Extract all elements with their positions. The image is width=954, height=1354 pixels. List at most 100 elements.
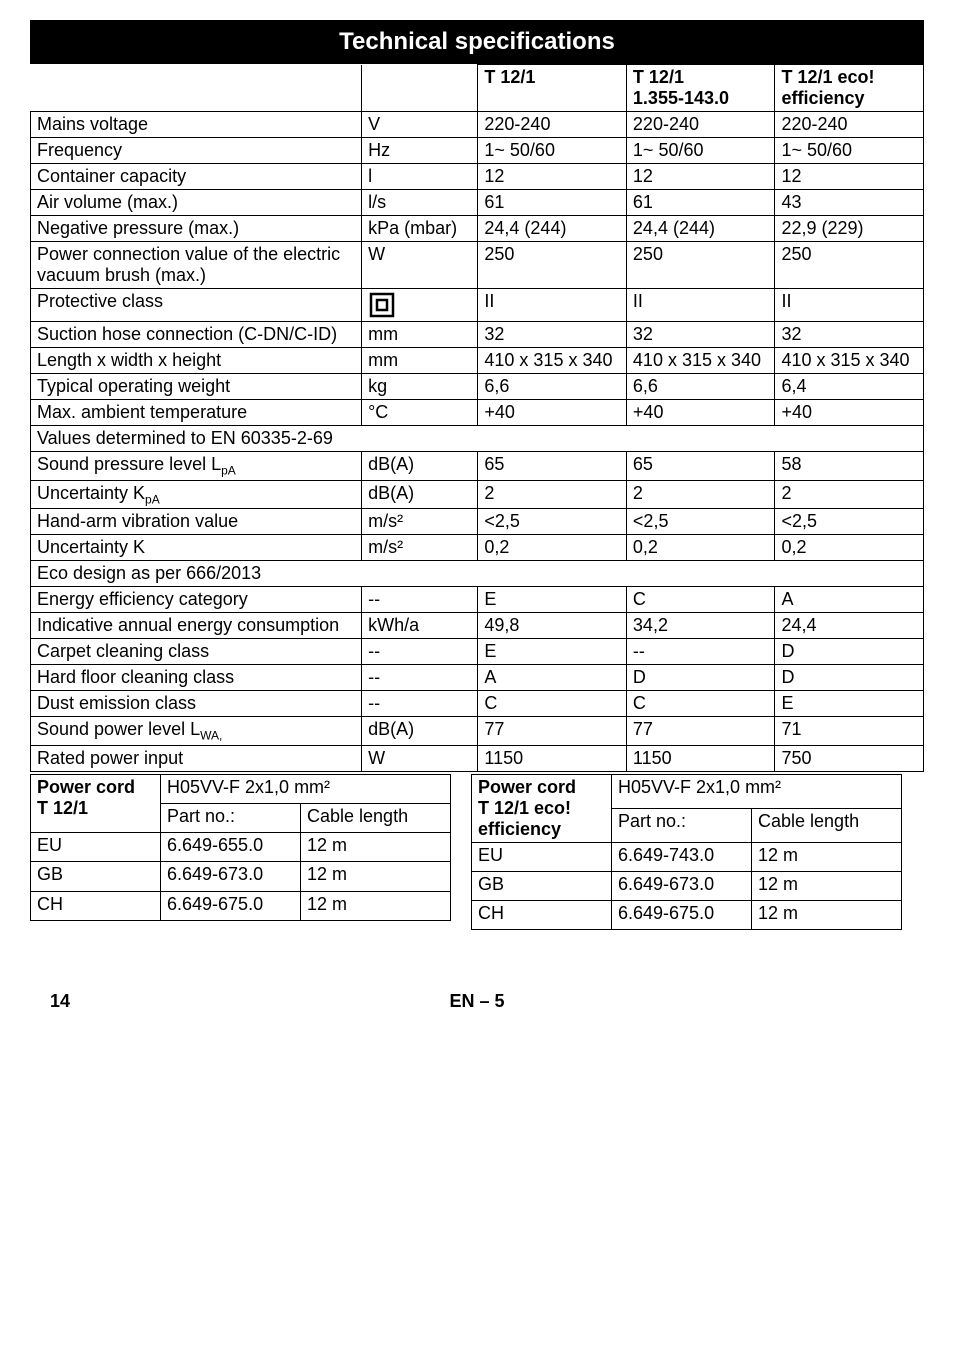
spec-value: 24,4 (244) [478, 216, 627, 242]
spec-value: A [775, 587, 924, 613]
spec-value: +40 [478, 400, 627, 426]
spec-value: D [626, 665, 775, 691]
spec-label: Sound power level LWA, [31, 717, 362, 746]
spec-label: Sound pressure level LpA [31, 452, 362, 481]
cord-cell: 6.649-743.0 [612, 842, 752, 871]
spec-value: E [478, 587, 627, 613]
col-t121: T 12/1 [478, 65, 627, 112]
spec-label: Hand-arm vibration value [31, 509, 362, 535]
spec-unit: -- [362, 691, 478, 717]
spec-value: 24,4 (244) [626, 216, 775, 242]
spec-label: Uncertainty KpA [31, 480, 362, 509]
spec-value: 65 [626, 452, 775, 481]
spec-value: +40 [775, 400, 924, 426]
spec-label: Rated power input [31, 745, 362, 771]
spec-unit: dB(A) [362, 452, 478, 481]
spec-value: C [626, 587, 775, 613]
spec-value: 77 [626, 717, 775, 746]
spec-unit: dB(A) [362, 480, 478, 509]
cord2-t2: T 12/1 eco! [478, 798, 571, 818]
spec-label: Power connection value of the electric v… [31, 242, 362, 289]
cord-cell: 12 m [752, 871, 902, 900]
cord1-h2: Cable length [301, 803, 451, 832]
spec-unit: Hz [362, 138, 478, 164]
cord-cell: 12 m [301, 862, 451, 891]
cord-cell: 6.649-675.0 [161, 891, 301, 920]
spec-value: 410 x 315 x 340 [478, 348, 627, 374]
spec-unit: mm [362, 322, 478, 348]
cord-cell: 6.649-673.0 [161, 862, 301, 891]
spec-unit: l [362, 164, 478, 190]
spec-value: 43 [775, 190, 924, 216]
spec-value: E [478, 639, 627, 665]
cord2-title: Power cord T 12/1 eco! efficiency [472, 774, 612, 842]
page-number: 14 [50, 991, 70, 1012]
power-cord-table-1: Power cord T 12/1 H05VV-F 2x1,0 mm² Part… [30, 774, 451, 921]
spec-value: 12 [478, 164, 627, 190]
protective-class-label: Protective class [31, 289, 362, 322]
col3-line2: efficiency [781, 88, 864, 108]
spec-value: 2 [775, 480, 924, 509]
cord2-t3: efficiency [478, 819, 561, 839]
spec-value: <2,5 [478, 509, 627, 535]
spec-value: 220-240 [478, 112, 627, 138]
cord-cell: 12 m [301, 891, 451, 920]
cord-cell: EU [31, 833, 161, 862]
cord-cell: CH [31, 891, 161, 920]
spec-unit: V [362, 112, 478, 138]
spec-value: C [478, 691, 627, 717]
spec-value: 6,4 [775, 374, 924, 400]
spec-value: 65 [478, 452, 627, 481]
spec-label: Mains voltage [31, 112, 362, 138]
spec-unit: -- [362, 665, 478, 691]
power-cord-table-2: Power cord T 12/1 eco! efficiency H05VV-… [471, 774, 902, 931]
spec-label: Uncertainty K [31, 535, 362, 561]
spec-value: 22,9 (229) [775, 216, 924, 242]
protective-class-icon [362, 289, 478, 322]
col-t121-eco: T 12/1 eco! efficiency [775, 65, 924, 112]
cord-cell: GB [31, 862, 161, 891]
spec-value: 77 [478, 717, 627, 746]
spec-unit: kg [362, 374, 478, 400]
spec-unit: kPa (mbar) [362, 216, 478, 242]
spec-value: <2,5 [775, 509, 924, 535]
spec-value: 1150 [626, 745, 775, 771]
col-t121-1355: T 12/1 1.355-143.0 [626, 65, 775, 112]
col2-line2: 1.355-143.0 [633, 88, 729, 108]
spec-value: D [775, 665, 924, 691]
spec-label: Typical operating weight [31, 374, 362, 400]
spec-value: 32 [478, 322, 627, 348]
spec-label: Max. ambient temperature [31, 400, 362, 426]
spec-value: 250 [626, 242, 775, 289]
cord1-t1: Power cord [37, 777, 135, 797]
col3-line1: T 12/1 eco! [781, 67, 874, 87]
cord-cell: EU [472, 842, 612, 871]
spec-unit: -- [362, 639, 478, 665]
spec-value: 61 [626, 190, 775, 216]
spec-value: 250 [478, 242, 627, 289]
spec-label: Dust emission class [31, 691, 362, 717]
spec-label: Carpet cleaning class [31, 639, 362, 665]
blank [31, 65, 362, 112]
section-en60335: Values determined to EN 60335-2-69 [31, 426, 924, 452]
spec-label: Container capacity [31, 164, 362, 190]
spec-value: 12 [775, 164, 924, 190]
cord-cell: 6.649-675.0 [612, 901, 752, 930]
cord-cell: 12 m [752, 842, 902, 871]
cord2-spec: H05VV-F 2x1,0 mm² [612, 774, 902, 808]
spec-value: -- [626, 639, 775, 665]
spec-value: 2 [478, 480, 627, 509]
spec-value: 24,4 [775, 613, 924, 639]
spec-unit: m/s² [362, 509, 478, 535]
spec-value: 71 [775, 717, 924, 746]
spec-label: Hard floor cleaning class [31, 665, 362, 691]
cord-cell: GB [472, 871, 612, 900]
spec-value: 32 [626, 322, 775, 348]
spec-unit: kWh/a [362, 613, 478, 639]
cord1-h1: Part no.: [161, 803, 301, 832]
spec-value: 750 [775, 745, 924, 771]
spec-value: 0,2 [626, 535, 775, 561]
spec-label: Energy efficiency category [31, 587, 362, 613]
col2-line1: T 12/1 [633, 67, 684, 87]
cord-cell: 12 m [301, 833, 451, 862]
